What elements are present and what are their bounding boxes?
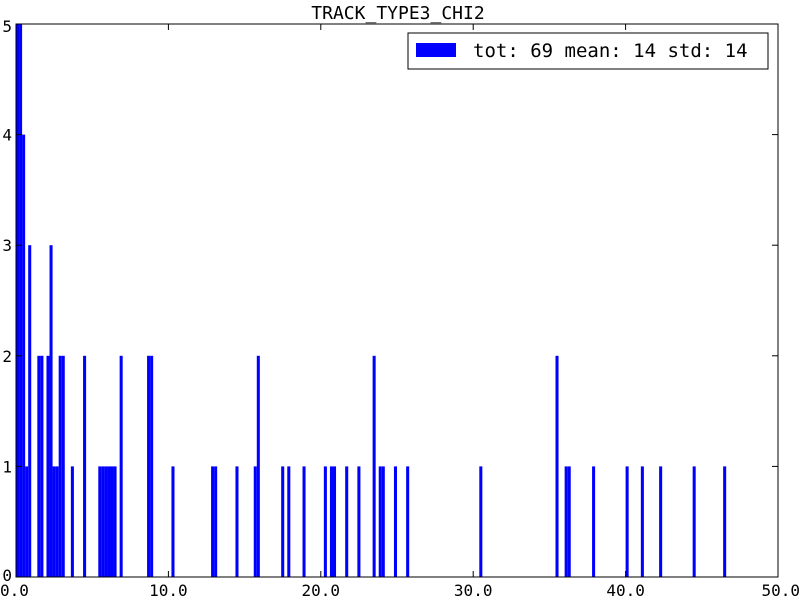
histogram-bar xyxy=(567,466,571,577)
x-tick-label: 0.0 xyxy=(0,581,29,600)
histogram-bar xyxy=(98,466,102,577)
histogram-bar xyxy=(479,466,483,577)
histogram-bar xyxy=(253,466,257,577)
plot-frame xyxy=(15,23,779,578)
legend-swatch xyxy=(416,43,456,57)
x-tick-label: 20.0 xyxy=(302,581,341,600)
y-tick-label: 2 xyxy=(2,347,12,366)
histogram-bar xyxy=(302,466,306,577)
histogram-bar xyxy=(659,466,663,577)
legend-label: tot: 69 mean: 14 std: 14 xyxy=(473,40,748,62)
y-tick-label: 3 xyxy=(2,236,12,255)
histogram-bar xyxy=(110,466,114,577)
histogram-bar xyxy=(104,466,108,577)
histogram-bar xyxy=(25,466,29,577)
y-tick-label: 5 xyxy=(2,17,12,36)
histogram-bar xyxy=(211,466,215,577)
ticks-group: 0.0 10.0 20.0 30.0 40.0 50.0 0 1 2 3 4 5 xyxy=(0,17,800,600)
histogram-bar xyxy=(49,245,53,577)
histogram-bar xyxy=(329,466,333,577)
histogram-bar xyxy=(287,466,291,577)
histogram-bar xyxy=(381,466,385,577)
histogram-bar xyxy=(378,466,382,577)
histogram-bar xyxy=(16,24,20,577)
histogram-bar xyxy=(46,355,50,577)
legend: tot: 69 mean: 14 std: 14 xyxy=(407,32,769,70)
histogram-bar xyxy=(555,355,559,577)
histogram-bar xyxy=(281,466,285,577)
histogram-bar xyxy=(37,355,41,577)
histogram-bar xyxy=(171,466,175,577)
histogram-bar xyxy=(332,466,337,577)
histogram-bar xyxy=(61,355,65,577)
histogram-bar xyxy=(372,355,376,577)
histogram-bar xyxy=(40,355,44,577)
y-tick-label: 0 xyxy=(2,566,12,585)
histogram-bar xyxy=(625,466,629,577)
histogram-bar xyxy=(28,245,32,577)
histogram-bar xyxy=(256,355,260,577)
histogram-bar xyxy=(723,466,727,577)
x-tick-label: 50.0 xyxy=(761,581,800,600)
histogram-bar xyxy=(214,466,218,577)
y-tick-label: 4 xyxy=(2,126,12,145)
histogram-bar xyxy=(235,466,239,577)
histogram-bar xyxy=(101,466,105,577)
histogram-bar xyxy=(406,466,410,577)
histogram-bar xyxy=(345,466,349,577)
histogram-bar xyxy=(55,466,59,577)
histogram-bar xyxy=(22,134,26,577)
legend-box xyxy=(407,32,769,70)
histogram-bar xyxy=(19,24,23,577)
histogram-bar xyxy=(564,466,568,577)
histogram-bar xyxy=(70,466,74,577)
histogram-bar xyxy=(83,355,87,577)
histogram-bar xyxy=(107,466,111,577)
histogram-bar xyxy=(150,355,154,577)
x-tick-label: 40.0 xyxy=(606,581,645,600)
histogram-bar xyxy=(113,466,117,577)
histogram-bar xyxy=(147,355,151,577)
histogram-bar xyxy=(640,466,644,577)
histogram-bar xyxy=(393,466,397,577)
histogram-bar xyxy=(592,466,596,577)
histogram-bar xyxy=(692,466,696,577)
histogram-bar xyxy=(357,466,361,577)
histogram-bar xyxy=(58,355,62,577)
x-tick-label: 30.0 xyxy=(454,581,493,600)
chart-title: TRACK_TYPE3_CHI2 xyxy=(311,3,484,24)
bars-group xyxy=(16,24,727,577)
y-tick-label: 1 xyxy=(2,457,12,476)
histogram-bar xyxy=(323,466,327,577)
histogram-bar xyxy=(119,355,123,577)
histogram-bar xyxy=(52,466,56,577)
x-tick-label: 10.0 xyxy=(149,581,188,600)
